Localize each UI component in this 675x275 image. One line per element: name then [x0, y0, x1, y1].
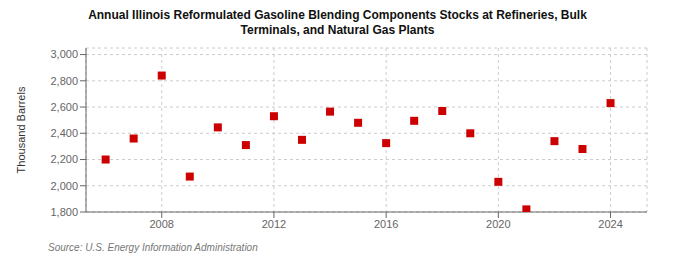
svg-text:2,200: 2,200	[50, 153, 78, 165]
html-text:Source: U.S. Energy Informatio: Source: U.S. Energy Information Administ…	[48, 242, 258, 253]
svg-text:2020: 2020	[486, 218, 510, 230]
svg-text:2,400: 2,400	[50, 127, 78, 139]
svg-text:2024: 2024	[598, 218, 622, 230]
html-text:Terminals, and Natural Gas Pla: Terminals, and Natural Gas Plants	[240, 23, 435, 37]
svg-text:2,000: 2,000	[50, 180, 78, 192]
svg-text:2,800: 2,800	[50, 75, 78, 87]
svg-text:2016: 2016	[374, 218, 398, 230]
svg-text:2012: 2012	[262, 218, 286, 230]
svg-text:2,600: 2,600	[50, 101, 78, 113]
svg-text:1,800: 1,800	[50, 206, 78, 218]
svg-text:Thousand Barrels: Thousand Barrels	[15, 86, 27, 173]
html-text:Annual Illinois Reformulated G: Annual Illinois Reformulated Gasoline Bl…	[88, 8, 587, 22]
svg-text:2008: 2008	[149, 218, 173, 230]
svg-text:3,000: 3,000	[50, 48, 78, 60]
